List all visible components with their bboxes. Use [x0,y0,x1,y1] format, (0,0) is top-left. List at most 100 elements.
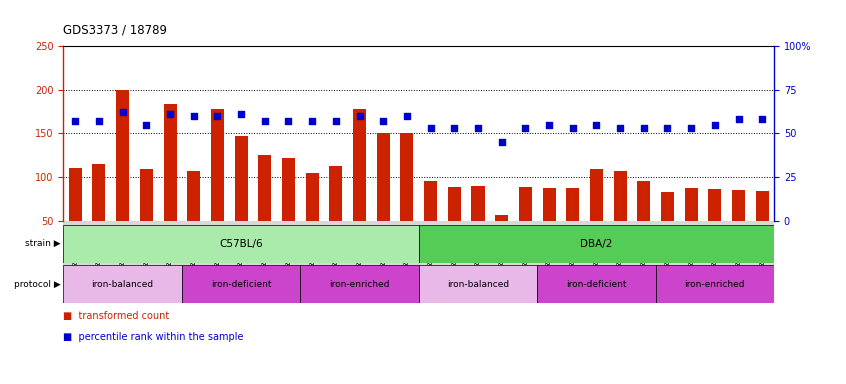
Bar [182,265,300,303]
Bar [140,169,153,221]
Bar [419,221,442,282]
Text: iron-balanced: iron-balanced [447,280,509,289]
Bar [732,190,745,221]
Point [92,118,106,124]
Bar [163,104,177,221]
Bar [229,221,253,282]
Point [448,125,461,131]
Text: ■  transformed count: ■ transformed count [63,311,170,321]
Bar [608,221,632,282]
Bar [679,221,703,282]
Bar [637,182,651,221]
Text: protocol ▶: protocol ▶ [14,280,61,289]
Bar [300,265,419,303]
Bar [419,225,774,263]
Bar [329,166,343,221]
Bar [69,169,82,221]
Bar [566,188,580,221]
Text: DBA/2: DBA/2 [580,239,613,249]
Text: iron-deficient: iron-deficient [566,280,627,289]
Bar [92,164,106,221]
Bar [395,221,419,282]
Bar [87,221,111,282]
Bar [684,189,698,221]
Text: iron-enriched: iron-enriched [329,280,390,289]
Bar [116,90,129,221]
Point [329,118,343,124]
Bar [750,221,774,282]
Bar [514,221,537,282]
Text: iron-enriched: iron-enriched [684,280,745,289]
Point [755,116,769,122]
Bar [63,225,419,263]
Point [542,122,556,128]
Text: iron-deficient: iron-deficient [211,280,272,289]
Bar [187,171,201,221]
Point [282,118,295,124]
Bar [424,180,437,221]
Point [684,125,698,131]
Bar [300,221,324,282]
Bar [419,265,537,303]
Point [116,109,129,116]
Bar [206,221,229,282]
Bar [542,188,556,221]
Bar [537,221,561,282]
Bar [282,158,295,221]
Bar [656,221,679,282]
Point [613,125,627,131]
Point [305,118,319,124]
Text: strain ▶: strain ▶ [25,239,61,248]
Bar [585,221,608,282]
Point [187,113,201,119]
Bar [466,221,490,282]
Bar [277,221,300,282]
Bar [63,265,182,303]
Bar [613,171,627,221]
Text: GDS3373 / 18789: GDS3373 / 18789 [63,23,168,36]
Bar [135,221,158,282]
Bar [211,109,224,221]
Bar [656,265,774,303]
Point [661,125,674,131]
Bar [471,186,485,221]
Bar [371,221,395,282]
Bar [353,109,366,221]
Bar [348,221,371,282]
Bar [253,221,277,282]
Point [258,118,272,124]
Bar [495,215,508,221]
Point [400,113,414,119]
Bar [182,221,206,282]
Point [519,125,532,131]
Text: C57BL/6: C57BL/6 [219,239,263,249]
Point [637,125,651,131]
Point [376,118,390,124]
Point [590,122,603,128]
Bar [258,155,272,221]
Bar [590,169,603,221]
Bar [305,173,319,221]
Bar [519,187,532,221]
Point [140,122,153,128]
Bar [703,221,727,282]
Bar [63,221,87,282]
Point [471,125,485,131]
Point [566,125,580,131]
Point [69,118,82,124]
Text: iron-balanced: iron-balanced [91,280,154,289]
Bar [111,221,135,282]
Point [424,125,437,131]
Point [353,113,366,119]
Bar [708,189,722,221]
Text: ■  percentile rank within the sample: ■ percentile rank within the sample [63,332,244,342]
Bar [727,221,750,282]
Bar [561,221,585,282]
Bar [442,221,466,282]
Bar [448,187,461,221]
Point [495,139,508,145]
Bar [632,221,656,282]
Bar [158,221,182,282]
Bar [324,221,348,282]
Point [234,111,248,117]
